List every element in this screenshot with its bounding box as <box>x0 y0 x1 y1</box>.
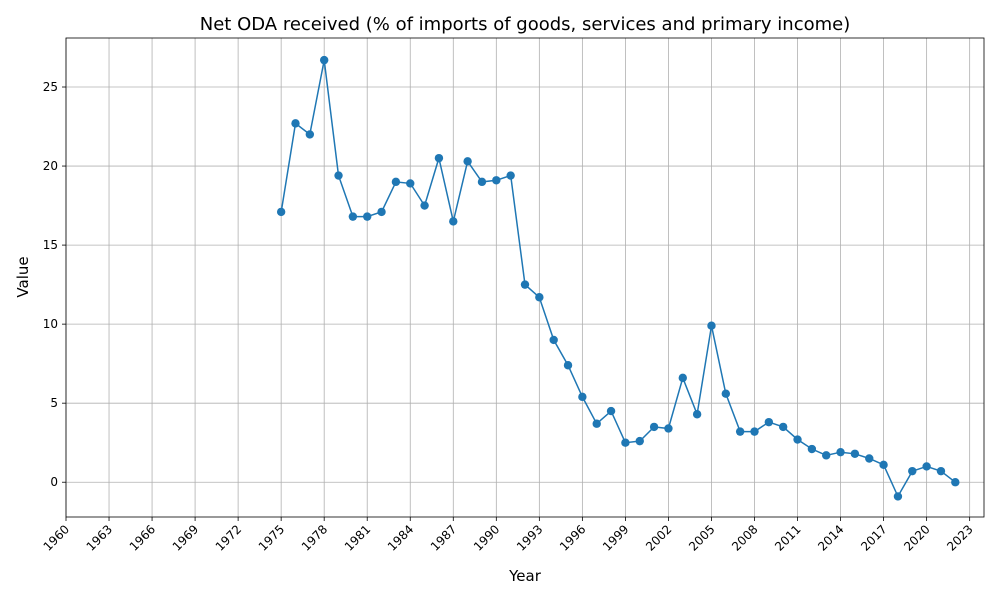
data-point <box>850 449 860 458</box>
y-tick-label: 25 <box>43 80 58 94</box>
data-point <box>664 424 673 433</box>
data-point <box>807 444 817 454</box>
data-point <box>276 207 286 217</box>
y-tick-label: 10 <box>43 317 58 331</box>
data-point <box>391 177 401 187</box>
y-tick-label: 20 <box>43 159 58 173</box>
data-point <box>377 207 386 217</box>
data-point <box>506 171 515 180</box>
data-point <box>535 293 544 302</box>
data-point <box>621 438 630 447</box>
data-point <box>420 201 429 210</box>
data-point <box>649 422 659 432</box>
data-point <box>893 492 903 501</box>
y-tick-label: 0 <box>50 475 58 489</box>
data-point <box>334 171 343 180</box>
y-tick-label: 5 <box>50 396 58 410</box>
data-point <box>721 389 731 398</box>
y-axis-label: Value <box>14 256 32 297</box>
data-point <box>319 55 329 65</box>
data-point <box>434 153 444 163</box>
data-point <box>865 454 874 463</box>
data-point <box>822 451 831 460</box>
data-point <box>363 212 372 221</box>
data-point <box>707 321 716 330</box>
data-point <box>836 447 845 457</box>
data-point <box>936 466 946 476</box>
data-point <box>592 419 601 428</box>
data-point <box>463 157 472 166</box>
data-point <box>735 427 745 436</box>
data-point <box>492 176 501 185</box>
data-point <box>348 212 358 221</box>
data-point <box>520 280 530 289</box>
data-point <box>908 466 917 476</box>
data-point <box>793 435 802 444</box>
data-point <box>549 335 558 345</box>
data-point <box>922 462 931 471</box>
y-tick-label: 15 <box>43 238 58 252</box>
data-point <box>406 179 415 188</box>
data-point <box>692 410 702 419</box>
data-point <box>291 119 300 128</box>
data-point <box>578 392 587 402</box>
data-point <box>305 130 315 139</box>
plot-frame <box>65 37 985 518</box>
data-point <box>750 427 759 436</box>
data-point <box>678 373 687 383</box>
data-point <box>879 460 888 470</box>
data-point <box>764 417 774 427</box>
chart-title: Net ODA received (% of imports of goods,… <box>200 14 851 35</box>
data-point <box>449 217 458 226</box>
data-point <box>563 361 573 370</box>
x-axis-label: Year <box>508 567 542 585</box>
data-point <box>635 436 644 446</box>
data-point <box>477 177 487 187</box>
data-point <box>951 478 960 487</box>
data-point <box>778 422 788 432</box>
data-point <box>606 406 616 416</box>
